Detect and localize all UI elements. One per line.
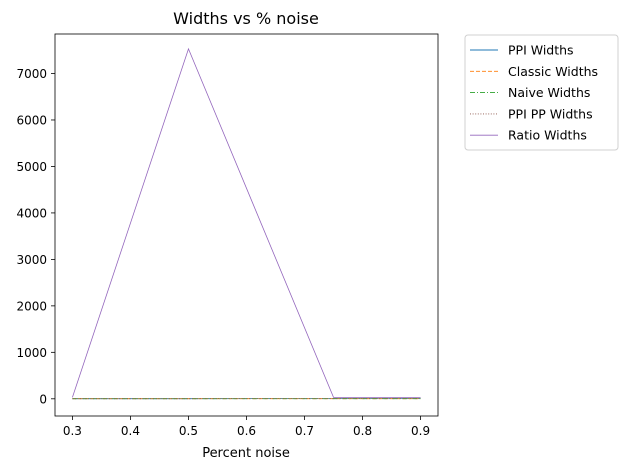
plot-frame [54,33,439,417]
legend-label: Naive Widths [508,85,590,100]
x-axis: 0.3 0.4 0.5 0.6 0.7 0.8 0.9 [63,416,430,438]
x-tick-label: 0.5 [179,424,198,438]
legend-label: PPI Widths [508,43,574,58]
chart-title: Widths vs % noise [173,9,319,28]
legend: PPI Widths Classic Widths Naive Widths PPI … [464,34,619,151]
legend-label: Ratio Widths [508,128,587,143]
x-tick-label: 0.6 [237,424,256,438]
y-tick-label: 5000 [16,160,47,174]
y-tick-label: 6000 [16,113,47,127]
x-tick-label: 0.4 [121,424,140,438]
y-tick-label: 4000 [16,206,47,220]
series-line-ratio-widths [72,47,421,398]
x-tick-label: 0.7 [295,424,314,438]
x-tick-label: 0.3 [63,424,82,438]
plot-area [54,33,439,417]
x-tick-label: 0.8 [353,424,372,438]
legend-label: Classic Widths [508,64,598,79]
y-tick-label: 1000 [16,346,47,360]
y-tick-label: 0 [39,392,47,406]
legend-label: PPI PP Widths [508,106,593,121]
y-tick-label: 7000 [16,67,47,81]
x-axis-label: Percent noise [202,446,290,461]
series-layer [72,47,421,400]
y-tick-label: 3000 [16,253,47,267]
y-axis: 0 1000 2000 3000 4000 5000 6000 7000 [16,67,55,406]
legend-frame [464,34,619,151]
x-tick-label: 0.9 [411,424,430,438]
y-tick-label: 2000 [16,299,47,313]
